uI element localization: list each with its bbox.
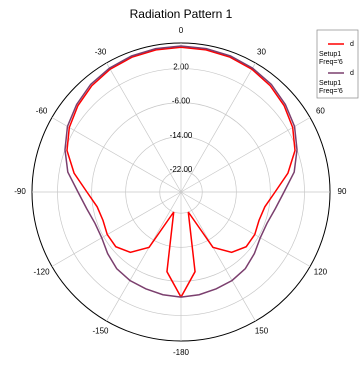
grid-spoke bbox=[51, 117, 182, 193]
legend-setup: Setup1 bbox=[319, 80, 341, 87]
angle-tick-label: 0 bbox=[179, 26, 184, 35]
angle-tick-label: -30 bbox=[95, 48, 107, 57]
angle-tick-label: -150 bbox=[92, 327, 109, 336]
legend-freq: Freq='6 bbox=[319, 88, 343, 95]
angle-tick-label: 120 bbox=[314, 268, 328, 277]
series-line bbox=[66, 46, 296, 298]
angle-tick-label: -180 bbox=[173, 348, 190, 357]
angle-tick-label: 60 bbox=[316, 107, 325, 116]
angle-tick-label: 150 bbox=[255, 327, 269, 336]
legend-label: d bbox=[350, 70, 354, 77]
legend-freq: Freq='6 bbox=[319, 59, 343, 66]
legend-box bbox=[316, 29, 359, 99]
series-line bbox=[64, 45, 298, 298]
angle-tick-label: -120 bbox=[34, 268, 51, 277]
grid-spoke bbox=[180, 191, 311, 267]
grid-spoke bbox=[180, 117, 311, 193]
legend-label: d bbox=[350, 41, 354, 48]
angle-tick-label: 90 bbox=[338, 187, 347, 196]
grid-spoke bbox=[180, 191, 256, 322]
grid-spoke bbox=[51, 191, 182, 267]
chart-title: Radiation Pattern 1 bbox=[130, 7, 233, 21]
angle-tick-label: -90 bbox=[14, 187, 26, 196]
angle-tick-label: 30 bbox=[257, 48, 266, 57]
grid-spoke bbox=[180, 62, 256, 193]
legend-setup: Setup1 bbox=[319, 51, 341, 58]
angle-tick-label: -60 bbox=[36, 107, 48, 116]
grid-spoke bbox=[106, 62, 182, 193]
grid-spoke bbox=[106, 191, 182, 322]
